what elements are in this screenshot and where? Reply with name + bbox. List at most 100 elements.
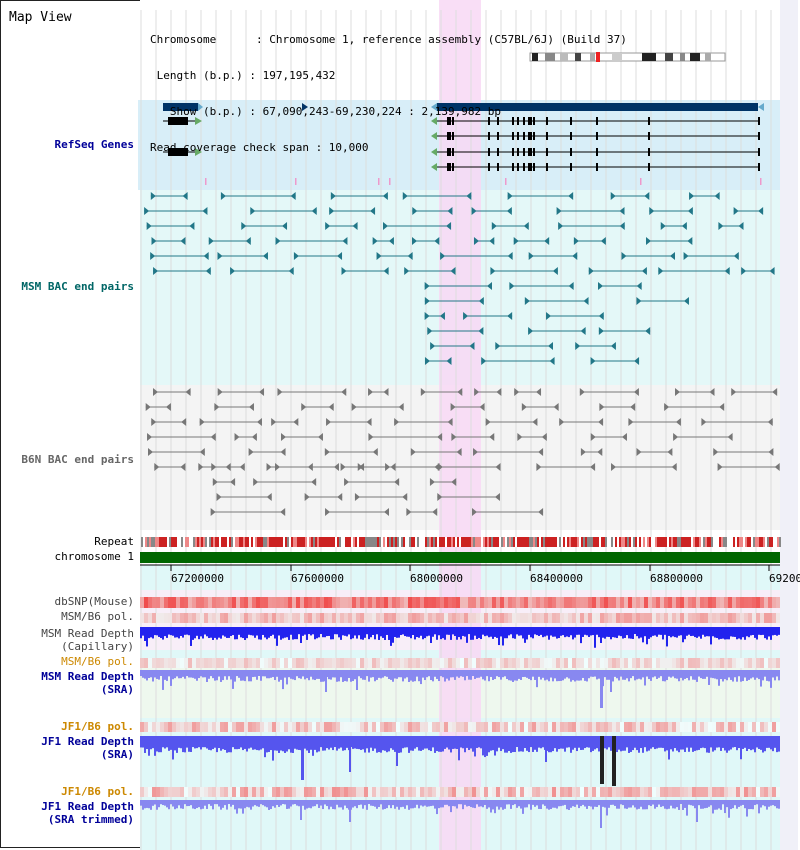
depth-bar: [396, 627, 398, 638]
highlight-region[interactable]: [439, 0, 481, 850]
gene-exon: [570, 148, 572, 156]
depth-bar: [182, 627, 184, 638]
repeat-segment: [595, 537, 597, 547]
chromosome-bar[interactable]: [140, 552, 780, 563]
repeat-segment: [235, 537, 237, 547]
heat-cell: [272, 787, 276, 797]
depth-bar: [680, 800, 682, 805]
heat-cell: [284, 597, 288, 608]
depth-bar: [584, 800, 586, 807]
depth-bar: [358, 670, 360, 677]
depth-bar: [402, 736, 404, 749]
bac-end-marker: [383, 222, 389, 230]
bac-end-marker: [311, 207, 317, 215]
heat-cell: [176, 597, 180, 608]
depth-bar: [240, 670, 242, 681]
repeat-segment: [251, 537, 253, 547]
depth-bar: [602, 800, 604, 807]
read-depth-tracks[interactable]: [140, 627, 780, 828]
depth-bar: [508, 670, 510, 681]
heat-cell: [384, 787, 388, 797]
repeat-segment: [425, 537, 427, 547]
gene-exon: [546, 132, 548, 140]
heat-cell: [508, 722, 512, 732]
heat-cell: [412, 787, 416, 797]
bac-end-marker: [590, 357, 596, 365]
bac-end-marker: [304, 493, 310, 501]
depth-bar: [302, 670, 304, 677]
bac-end-marker: [344, 478, 350, 486]
heat-cell: [440, 597, 444, 608]
depth-bar: [368, 800, 370, 805]
depth-bar: [220, 800, 222, 810]
heat-cell: [532, 597, 536, 608]
repeat-segment: [559, 537, 561, 547]
heat-cell: [248, 658, 252, 668]
repeat-segment: [677, 537, 679, 547]
bac-end-marker: [437, 493, 443, 501]
repeat-segment: [615, 537, 617, 547]
bac-end-marker: [420, 388, 426, 396]
depth-bar: [368, 627, 370, 640]
heat-cell: [640, 658, 644, 668]
repeat-segment: [585, 537, 587, 547]
heat-cell: [744, 787, 748, 797]
heat-cell: [216, 658, 220, 668]
heat-cell: [432, 658, 436, 668]
depth-bar: [566, 800, 568, 810]
depth-bar: [390, 736, 392, 749]
depth-bar: [450, 670, 452, 678]
repeat-segment: [539, 537, 541, 547]
track-label-msm-bac[interactable]: MSM BAC end pairs: [21, 280, 134, 293]
depth-bar: [356, 736, 358, 749]
chromosome-ideogram[interactable]: [529, 52, 726, 62]
repeat-segment: [579, 537, 581, 547]
bac-end-marker: [572, 252, 578, 260]
depth-bar: [146, 736, 148, 750]
b6n-bac-pairs-track[interactable]: [145, 388, 780, 516]
depth-bar: [512, 800, 514, 806]
depth-bar: [590, 670, 592, 677]
refseq-genes-track[interactable]: [163, 103, 764, 185]
depth-bar: [426, 627, 428, 637]
depth-bar: [322, 800, 324, 810]
depth-bar: [422, 670, 424, 678]
depth-bar: [344, 736, 346, 751]
msm-bac-pairs-track[interactable]: [144, 192, 775, 365]
depth-bar: [194, 670, 196, 679]
repeat-segment: [613, 537, 615, 547]
repeat-segment: [229, 537, 231, 547]
heat-cell: [768, 722, 772, 732]
heat-cell: [148, 787, 152, 797]
heat-cell: [564, 613, 568, 623]
repeat-segment: [381, 537, 383, 547]
depth-bar: [232, 627, 234, 636]
repeat-segment: [679, 537, 681, 547]
heat-cell: [436, 658, 440, 668]
depth-bar: [362, 627, 364, 640]
heat-tracks[interactable]: [140, 597, 780, 797]
bac-end-marker: [664, 403, 670, 411]
depth-bar: [630, 736, 632, 752]
gene-arrow: [195, 117, 202, 125]
heat-cell: [176, 658, 180, 668]
repeat-segment: [317, 537, 319, 547]
track-label-b6n-bac[interactable]: B6N BAC end pairs: [21, 453, 134, 466]
repeat-segment: [561, 537, 563, 547]
heat-cell: [764, 722, 768, 732]
heat-cell: [244, 787, 248, 797]
repeat-segment: [569, 537, 571, 547]
repeat-track[interactable]: [141, 537, 781, 547]
depth-bar: [752, 670, 754, 678]
heat-cell: [664, 787, 668, 797]
depth-bar: [736, 736, 738, 751]
track-label-refseq[interactable]: RefSeq Genes: [54, 138, 134, 151]
heat-cell: [292, 787, 296, 797]
heat-cell: [568, 613, 572, 623]
depth-bar: [312, 670, 314, 680]
heat-cell: [436, 787, 440, 797]
depth-bar: [746, 736, 748, 752]
repeat-segment: [485, 537, 487, 547]
heat-cell: [144, 613, 148, 623]
